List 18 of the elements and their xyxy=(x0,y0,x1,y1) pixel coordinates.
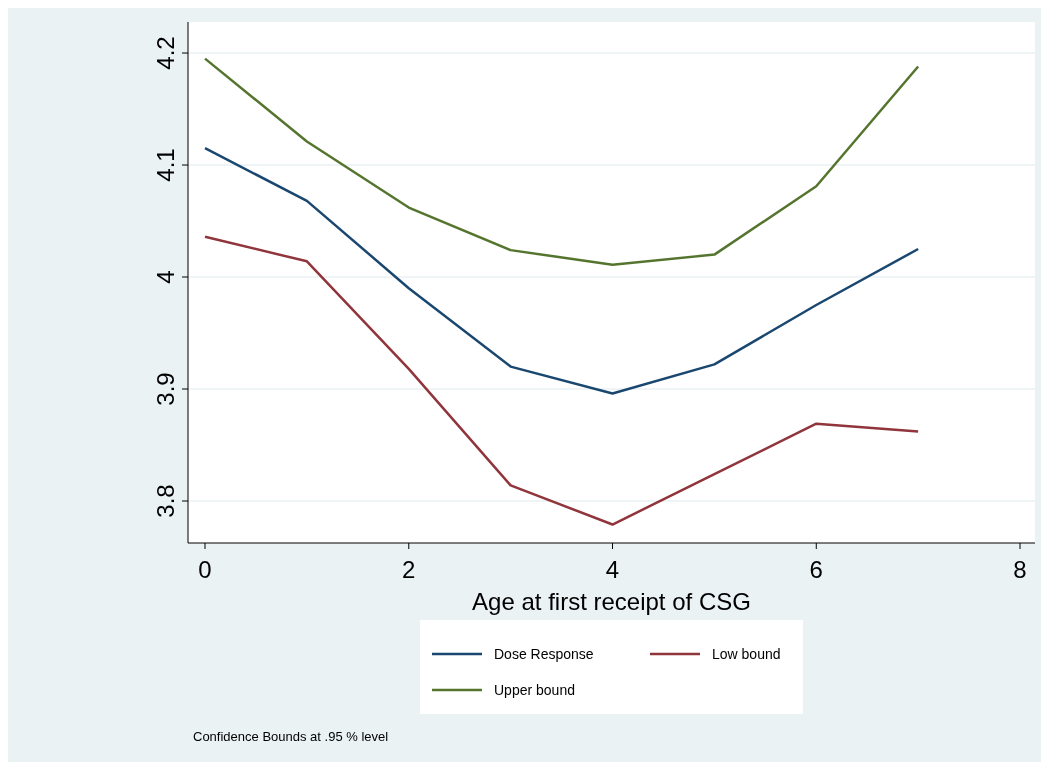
x-tick-label: 2 xyxy=(402,556,416,583)
x-axis-title: Age at first receipt of CSG xyxy=(472,588,751,615)
x-tick-label: 0 xyxy=(198,556,212,583)
y-tick-label: 4.2 xyxy=(152,36,179,70)
text: Confidence Bounds at .95 % level xyxy=(193,729,389,744)
line-series xyxy=(203,235,920,526)
y-tick-label: 4.1 xyxy=(152,148,179,182)
x-tick-label: 4 xyxy=(605,556,620,583)
line-series xyxy=(203,57,920,266)
line-series xyxy=(203,146,920,395)
x-tick-label: 8 xyxy=(1013,556,1027,583)
x-tick-label: 6 xyxy=(809,556,823,583)
legend-label: Dose Response xyxy=(494,646,594,662)
y-tick-label: 3.9 xyxy=(152,372,179,406)
legend-label: Low bound xyxy=(712,646,781,662)
y-tick-label: 4 xyxy=(152,270,179,284)
y-tick-label: 3.8 xyxy=(152,484,179,518)
legend-label: Upper bound xyxy=(494,682,575,698)
